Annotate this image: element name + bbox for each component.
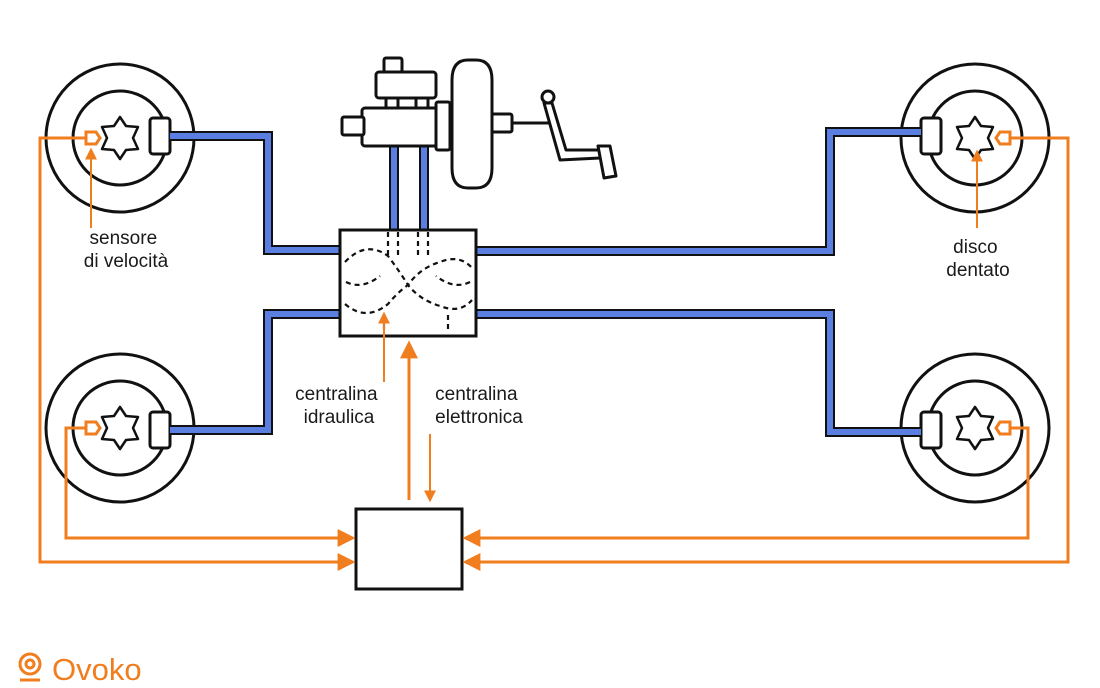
label-electronic-unit: centralina elettronica	[435, 384, 523, 428]
brake-caliper-rear-right	[919, 410, 943, 450]
brake-caliper-front-left	[148, 116, 172, 156]
wheel-front-left	[44, 62, 196, 214]
brake-booster	[450, 58, 494, 190]
brake-caliper-rear-left	[148, 410, 172, 450]
label-speed-sensor: sensore di velocità	[84, 228, 169, 272]
speed-sensors	[84, 130, 1012, 436]
brake-caliper-front-right	[919, 116, 943, 156]
signal-wires	[38, 136, 1070, 571]
pedal-pad	[596, 144, 618, 180]
fluid-reservoir	[374, 70, 438, 100]
label-hydraulic-unit: centralina idraulica	[295, 384, 383, 428]
label-toothed-disc: disco dentato	[946, 237, 1009, 281]
speed-sensor-rear-right	[994, 420, 1012, 436]
brake-lines	[170, 127, 921, 437]
brand-name: Ovoko	[52, 652, 142, 687]
speed-sensor-front-right	[994, 130, 1012, 146]
label-pointers	[85, 147, 983, 503]
brake-pedal	[542, 101, 602, 162]
wheel-front-right	[899, 62, 1051, 214]
electronic-control-unit	[354, 507, 464, 591]
speed-sensor-rear-left	[84, 420, 102, 436]
reservoir-cap	[382, 56, 404, 74]
hydraulic-unit	[338, 228, 478, 338]
pedal-pivot	[540, 89, 556, 105]
ovoko-logo-icon	[18, 652, 42, 682]
master-cylinder-assembly	[340, 56, 618, 190]
speed-sensor-front-left	[84, 130, 102, 146]
